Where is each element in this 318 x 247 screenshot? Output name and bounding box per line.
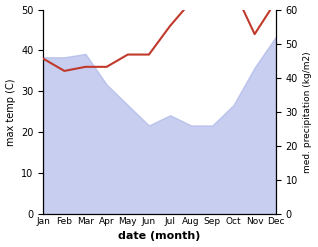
- Y-axis label: max temp (C): max temp (C): [5, 78, 16, 145]
- Y-axis label: med. precipitation (kg/m2): med. precipitation (kg/m2): [303, 51, 313, 173]
- X-axis label: date (month): date (month): [118, 231, 201, 242]
